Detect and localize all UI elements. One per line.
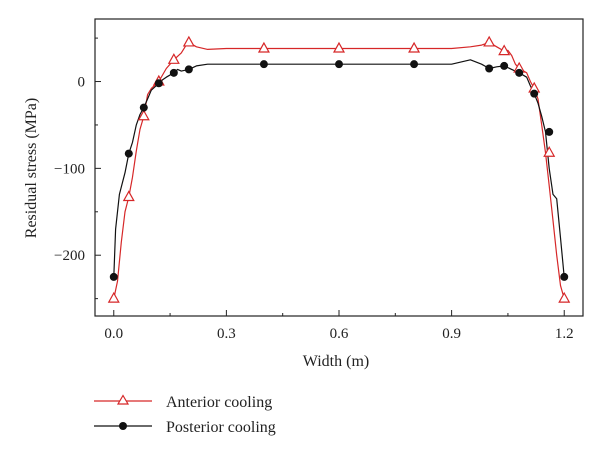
data-point-posterior-cooling: [139, 103, 148, 112]
data-point-posterior-cooling: [184, 65, 193, 74]
data-point-anterior-cooling: [558, 291, 571, 303]
data-point-anterior-cooling: [122, 190, 135, 202]
data-point-posterior-cooling: [154, 79, 163, 88]
axis-ticks: 0.0 0.3 0.6 0.9 1.2 0 −100 −200: [54, 37, 574, 342]
x-tick-label: 0.0: [104, 326, 123, 342]
data-point-posterior-cooling: [410, 60, 419, 69]
series-line-anterior-cooling: [113, 41, 565, 299]
y-axis-title: Residual stress (MPa): [23, 98, 40, 238]
x-tick-label: 0.3: [217, 326, 236, 342]
data-point-anterior-cooling: [167, 53, 180, 64]
data-point-anterior-cooling: [182, 35, 195, 47]
x-tick-label: 0.9: [442, 326, 461, 342]
series-lines: [113, 41, 565, 299]
legend-item-posterior: Posterior cooling: [94, 419, 276, 436]
data-point-anterior-cooling: [483, 35, 496, 47]
series-markers: [107, 35, 571, 303]
legend-label-posterior: Posterior cooling: [166, 419, 276, 436]
data-point-posterior-cooling: [109, 272, 118, 281]
data-point-anterior-cooling: [137, 109, 150, 121]
legend-label-anterior: Anterior cooling: [166, 394, 272, 411]
data-point-posterior-cooling: [485, 64, 494, 73]
data-point-anterior-cooling: [332, 41, 346, 53]
x-axis-title: Width (m): [303, 353, 369, 370]
data-point-posterior-cooling: [169, 68, 178, 77]
data-point-anterior-cooling: [107, 291, 120, 303]
data-point-anterior-cooling: [408, 41, 421, 53]
y-tick-label: −100: [54, 161, 85, 177]
data-point-posterior-cooling: [124, 149, 133, 158]
series-line-posterior-cooling: [113, 59, 565, 277]
legend-marker-anterior: [116, 394, 130, 405]
legend-marker-posterior: [119, 422, 127, 430]
data-point-anterior-cooling: [543, 146, 556, 157]
data-point-posterior-cooling: [259, 60, 268, 69]
x-tick-label: 0.6: [330, 326, 349, 342]
x-tick-label: 1.2: [555, 326, 574, 342]
data-point-posterior-cooling: [545, 127, 554, 136]
data-point-posterior-cooling: [515, 68, 524, 77]
data-point-anterior-cooling: [257, 41, 270, 53]
legend-item-anterior: Anterior cooling: [94, 394, 272, 411]
legend: Anterior cooling Posterior cooling: [94, 394, 276, 436]
data-point-posterior-cooling: [500, 61, 509, 70]
y-tick-label: −200: [54, 248, 85, 264]
data-point-anterior-cooling: [498, 44, 511, 56]
data-point-posterior-cooling: [530, 89, 539, 98]
data-point-posterior-cooling: [335, 60, 343, 69]
data-point-posterior-cooling: [560, 272, 569, 281]
y-tick-label: 0: [78, 75, 86, 91]
